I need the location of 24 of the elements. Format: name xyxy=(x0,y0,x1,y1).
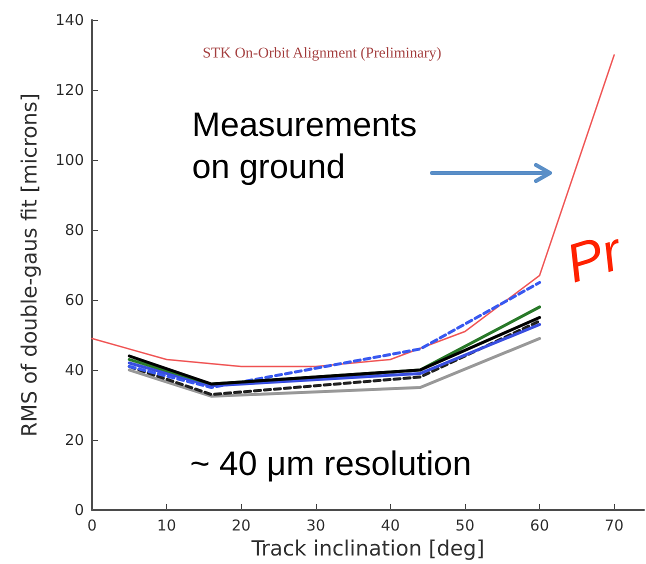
y-tick-label: 120 xyxy=(55,81,84,99)
y-tick-label: 80 xyxy=(64,221,84,239)
x-tick-label: 10 xyxy=(157,516,176,534)
y-axis-title: RMS of double-gaus fit [microns] xyxy=(18,93,42,437)
annotation: STK On-Orbit Alignment (Preliminary) xyxy=(202,46,442,62)
x-tick-label: 60 xyxy=(530,516,550,534)
annotation: Pr xyxy=(559,220,630,294)
annotation: Measurements on ground xyxy=(192,106,417,186)
y-tick-label: 60 xyxy=(64,291,84,309)
x-tick-label: 50 xyxy=(455,516,475,534)
x-tick-label: 70 xyxy=(604,516,624,534)
x-tick-label: 20 xyxy=(232,516,251,534)
x-tick-label: 40 xyxy=(380,516,400,534)
x-axis-title: Track inclination [deg] xyxy=(250,536,485,560)
y-tick-label: 0 xyxy=(74,501,84,519)
line-series xyxy=(128,281,542,389)
y-tick-label: 20 xyxy=(64,431,84,449)
y-tick-label: 40 xyxy=(64,361,84,379)
line-series xyxy=(128,337,542,398)
y-tick-label: 100 xyxy=(55,151,84,169)
x-tick-label: 0 xyxy=(87,516,97,534)
annotation: ~ 40 μm resolution xyxy=(190,445,472,483)
y-tick-label: 140 xyxy=(55,11,84,29)
x-tick-label: 30 xyxy=(306,516,326,534)
